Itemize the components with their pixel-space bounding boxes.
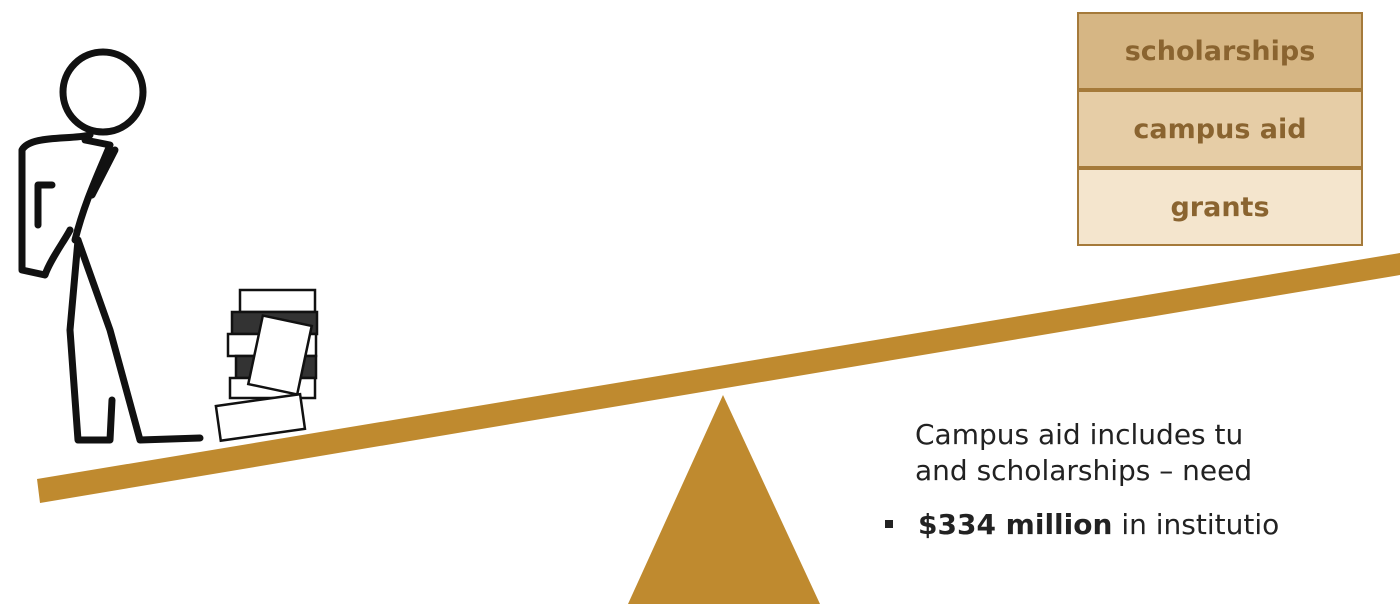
stack-box: scholarships [1077, 12, 1363, 90]
books [214, 288, 319, 443]
bullet-rest: in institutio [1112, 508, 1280, 541]
paragraph-line: and scholarships – need [915, 454, 1253, 487]
bullet-marker [885, 520, 893, 528]
paragraph-line: Campus aid includes tu [915, 418, 1244, 451]
bullet-text: $334 million in institutio [918, 508, 1279, 541]
stick-figure [18, 48, 204, 444]
bullet-bold: $334 million [918, 508, 1113, 541]
fulcrum [628, 395, 820, 604]
stack-box: grants [1077, 168, 1363, 246]
seesaw-beam [37, 253, 1400, 503]
stack-box: campus aid [1077, 90, 1363, 168]
